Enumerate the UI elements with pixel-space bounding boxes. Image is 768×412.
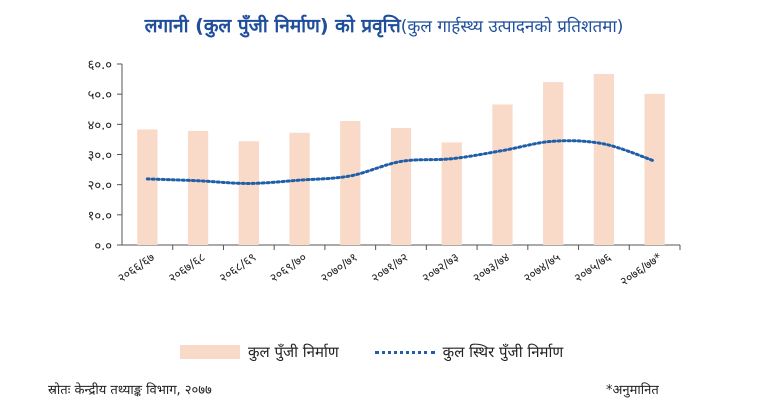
- estimate-note: *अनुमानित: [606, 383, 659, 398]
- x-tick-label: २०७२/७३: [419, 250, 461, 285]
- bar: [137, 129, 158, 245]
- legend-label-line: कुल स्थिर पुँजी निर्माण: [442, 343, 564, 361]
- bar: [644, 93, 665, 246]
- x-tick-label: २०७१/७२: [369, 250, 411, 285]
- x-tick-label: २०७४/७५: [521, 250, 563, 285]
- bar: [238, 141, 259, 245]
- source-note: स्रोतः केन्द्रीय तथ्याङ्क विभाग, २०७७: [48, 383, 212, 398]
- bar: [187, 130, 209, 245]
- bar: [492, 104, 513, 245]
- legend-item-bar: कुल पुँजी निर्माण: [180, 342, 339, 362]
- y-tick-label: १०.०: [88, 209, 112, 224]
- y-tick-label: २०.०: [88, 179, 112, 194]
- y-tick-label: ०.०: [94, 239, 112, 254]
- legend-swatch-line: [374, 350, 435, 354]
- chart-title: लगानी (कुल पुँजी निर्माण) को प्रवृत्ति(क…: [0, 12, 768, 38]
- legend-label-bar: कुल पुँजी निर्माण: [248, 343, 339, 361]
- x-tick-label: २०६८/६९: [217, 250, 259, 285]
- chart-title-main: लगानी (कुल पुँजी निर्माण) को प्रवृत्ति: [144, 15, 401, 37]
- y-tick-label: ४०.०: [88, 118, 112, 133]
- x-tick-label: २०६६/६७: [115, 250, 157, 285]
- x-tick-label: २०७३/७४: [470, 250, 512, 285]
- x-tick-label: २०६७/६८: [166, 250, 208, 285]
- y-tick-label: ६०.०: [88, 58, 112, 73]
- x-tick-label: २०६९/७०: [267, 250, 309, 285]
- legend: कुल पुँजी निर्माण कुल स्थिर पुँजी निर्मा…: [180, 342, 599, 362]
- y-tick-label: ३०.०: [88, 149, 112, 164]
- bar: [340, 121, 361, 245]
- x-tick-label: २०७६/७७*: [617, 250, 664, 289]
- x-tick-label: २०७५/७६: [572, 250, 614, 285]
- chart-subtitle: (कुल गार्हस्थ्य उत्पादनको प्रतिशतमा): [400, 17, 624, 37]
- bar: [289, 132, 310, 245]
- x-tick-label: २०७०/७१: [318, 250, 360, 285]
- bar: [543, 82, 564, 245]
- bar: [593, 73, 615, 245]
- bar: [441, 142, 462, 245]
- legend-swatch-bar: [180, 345, 240, 359]
- legend-item-line: कुल स्थिर पुँजी निर्माण: [374, 342, 564, 362]
- y-tick-label: ५०.०: [88, 88, 112, 103]
- bar: [390, 127, 412, 245]
